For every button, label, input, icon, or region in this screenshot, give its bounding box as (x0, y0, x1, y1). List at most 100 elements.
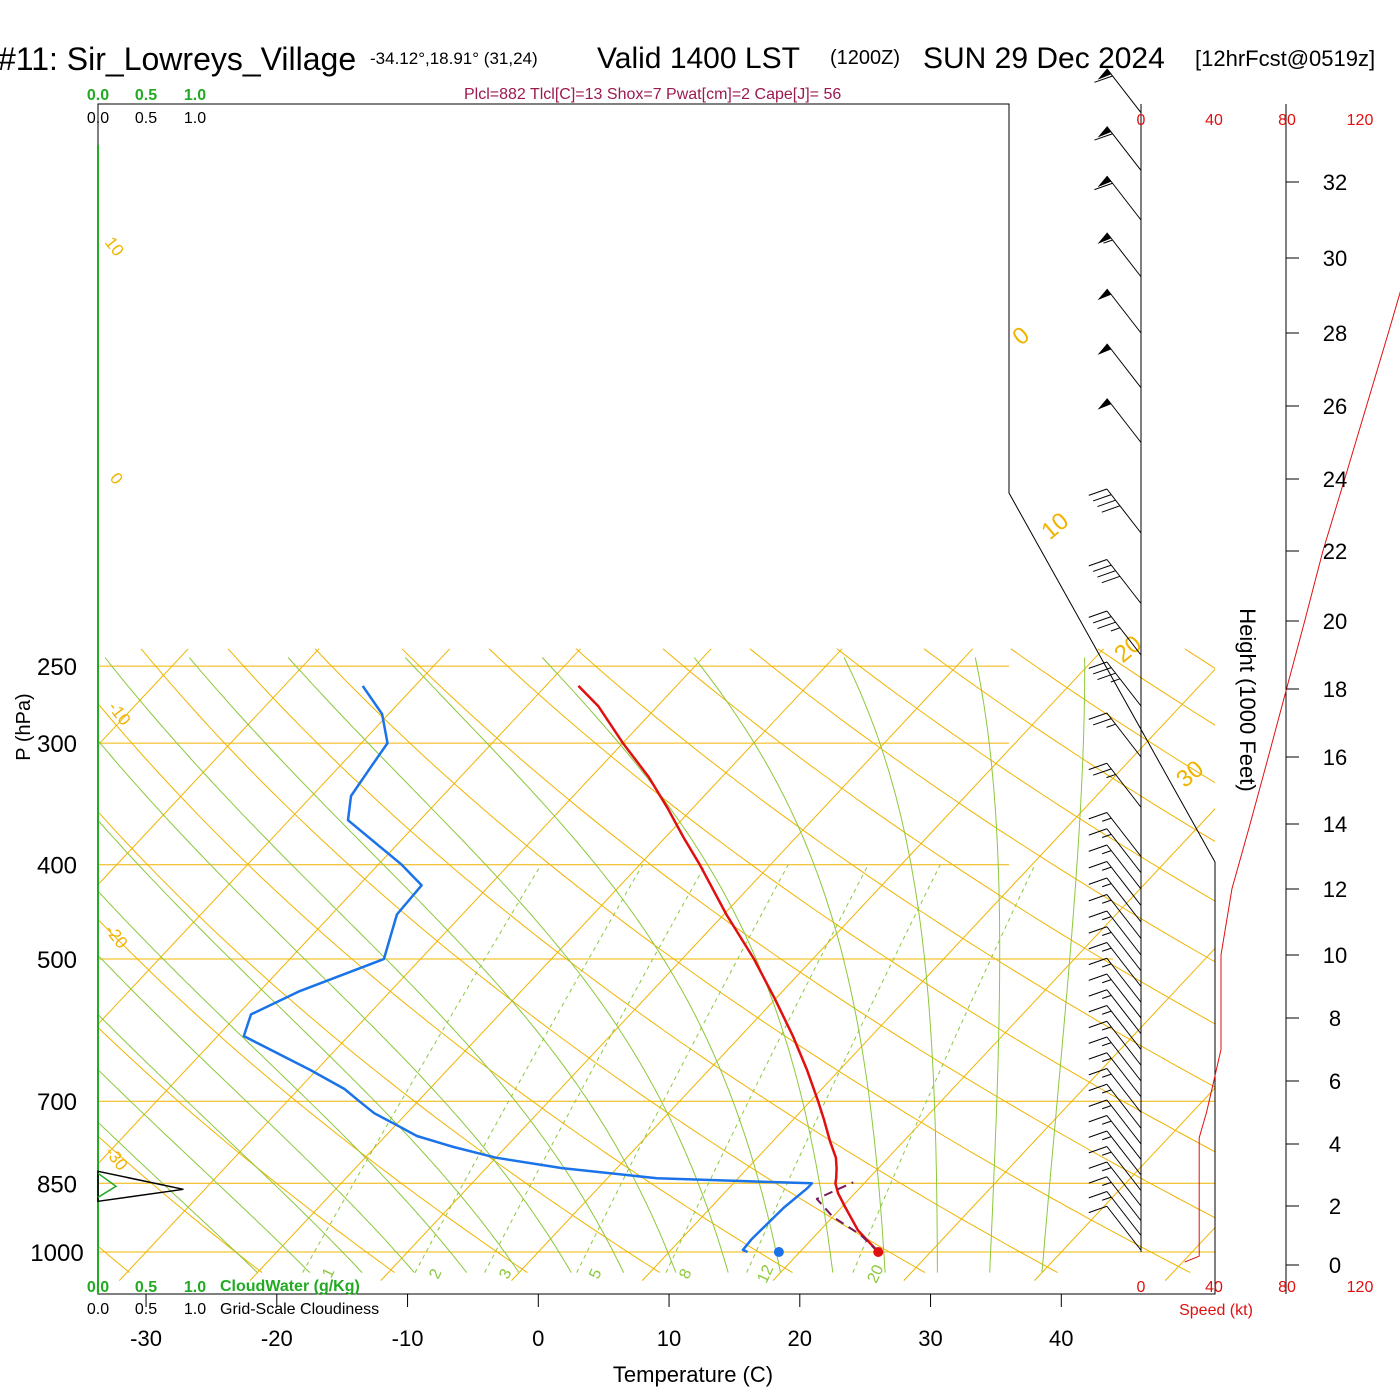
dry-adiabat (98, 918, 528, 1274)
wind-barbs (1088, 68, 1142, 1251)
height-tick-label: 10 (1323, 943, 1347, 968)
wind-barb (1088, 1036, 1142, 1082)
cloudiness-scale-top: 0.5 (135, 110, 157, 127)
wind-barb (1088, 828, 1142, 874)
moist-adiabat (98, 1069, 311, 1273)
height-tick-label: 30 (1323, 246, 1347, 271)
wind-barb (1088, 1020, 1142, 1066)
x-tick-label: -10 (392, 1326, 424, 1351)
moist-adiabat (693, 657, 886, 1273)
dry-adiabat-label: -20 (101, 921, 131, 952)
moist-adiabat-lines (98, 657, 1086, 1273)
moist-adiabat (98, 819, 520, 1273)
height-tick-label: 2 (1329, 1194, 1341, 1219)
wind-barb (1088, 812, 1142, 857)
cloudiness-scale-bottom: 1.0 (184, 1301, 206, 1318)
cloudwater-label: CloudWater (g/Kg) (220, 1278, 360, 1295)
wind-barb (1094, 68, 1142, 114)
speed-tick-label-top: 40 (1205, 112, 1223, 129)
pressure-tick-label: 850 (37, 1171, 77, 1198)
dry-adiabat (923, 648, 1215, 842)
dry-adiabat (98, 702, 793, 1274)
wind-barb (1094, 126, 1142, 171)
wind-barb (1097, 232, 1142, 278)
wind-barb (1088, 973, 1142, 1019)
moist-adiabat (287, 657, 729, 1273)
isotherm-line (1164, 1226, 1215, 1281)
moist-adiabat-label: 10 (1036, 507, 1074, 545)
dry-adiabat (98, 1026, 396, 1274)
stability-indices: Plcl=882 Tlcl[C]=13 Shox=7 Pwat[cm]=2 Ca… (464, 86, 841, 103)
height-tick-label: 18 (1323, 677, 1347, 702)
x-tick-label: -20 (261, 1326, 293, 1351)
moist-adiabat (541, 657, 834, 1273)
isotherm-line (98, 648, 581, 1165)
x-tick-label: 20 (788, 1326, 812, 1351)
wind-barb (1088, 1005, 1142, 1050)
height-axis-title: Height (1000 Feet) (1235, 608, 1260, 791)
cloudiness-scale-top: 1.0 (184, 110, 206, 127)
valid-time: Valid 1400 LST (597, 42, 800, 75)
height-tick-label: 24 (1323, 467, 1347, 492)
utc-time: (1200Z) (830, 47, 900, 69)
wind-barb (1088, 1191, 1142, 1236)
dry-adiabat (227, 648, 1058, 1274)
mixing-ratio-line (414, 864, 644, 1273)
moist-adiabat (404, 657, 781, 1273)
wind-speed-profile (1184, 291, 1400, 1263)
dry-adiabat (1184, 648, 1215, 669)
temperature-profile (577, 685, 880, 1253)
dry-adiabat (140, 648, 926, 1274)
mixing-ratio-line (746, 864, 941, 1273)
x-tick-label: 10 (657, 1326, 681, 1351)
dry-adiabat-label: 0 (106, 469, 127, 488)
isotherm-line (511, 648, 1104, 1281)
mixing-ratio-line (665, 864, 869, 1273)
mixing-ratio-label: 12 (754, 1262, 777, 1285)
forecast-run: [12hrFcst@0519z] (1195, 46, 1375, 71)
height-tick-label: 14 (1323, 812, 1347, 837)
wind-barb (1088, 942, 1142, 987)
dry-adiabat (401, 648, 1215, 1219)
moist-adiabat (843, 657, 938, 1273)
wind-barb (1088, 1115, 1142, 1160)
height-tick-label: 0 (1329, 1253, 1341, 1278)
mixing-ratio-label: 8 (676, 1266, 695, 1281)
wind-barb (1088, 1099, 1142, 1145)
surface-temperature-marker (873, 1247, 884, 1257)
pressure-tick-label: 300 (37, 731, 77, 758)
wind-barb (1088, 1130, 1142, 1176)
moist-adiabat (188, 657, 677, 1273)
moist-adiabat-label: 30 (1171, 755, 1209, 793)
axes: -30 -20 -10 0 10 20 30 402503004005007008501000… (30, 87, 1373, 1351)
wind-barb (1088, 844, 1142, 890)
x-tick-label: 40 (1049, 1326, 1073, 1351)
wind-barb (1088, 661, 1142, 707)
mixing-ratio-label: 5 (586, 1266, 605, 1281)
height-tick-label: 22 (1323, 539, 1347, 564)
height-tick-label: 20 (1323, 609, 1347, 634)
parcel-profile (815, 1181, 879, 1253)
cloudwater-scale-top: 0.5 (135, 87, 157, 104)
cloudiness-wedge (97, 1170, 184, 1203)
mixing-ratio-label: 2 (426, 1266, 445, 1281)
dry-adiabat (1359, 649, 1400, 1273)
sounding-profiles (242, 685, 884, 1257)
x-tick-label: 30 (918, 1326, 942, 1351)
moist-adiabat (1041, 657, 1086, 1273)
wind-barb (1088, 762, 1142, 808)
moist-adiabat (98, 954, 415, 1273)
wind-barb (1097, 343, 1142, 389)
mixing-ratio-line (484, 864, 706, 1273)
cloudwater-scale-bottom: 0.5 (135, 1279, 157, 1296)
wind-barb (1088, 877, 1142, 923)
speed-tick-label-bottom: 80 (1278, 1279, 1296, 1296)
station-title: #11: Sir_Lowreys_Village (0, 41, 356, 77)
pressure-tick-label: 1000 (30, 1240, 83, 1267)
wind-barb (1094, 175, 1142, 221)
pressure-tick-label: 250 (37, 654, 77, 681)
speed-tick-label-top: 120 (1347, 112, 1374, 129)
dry-adiabat-lines (98, 648, 1400, 1274)
